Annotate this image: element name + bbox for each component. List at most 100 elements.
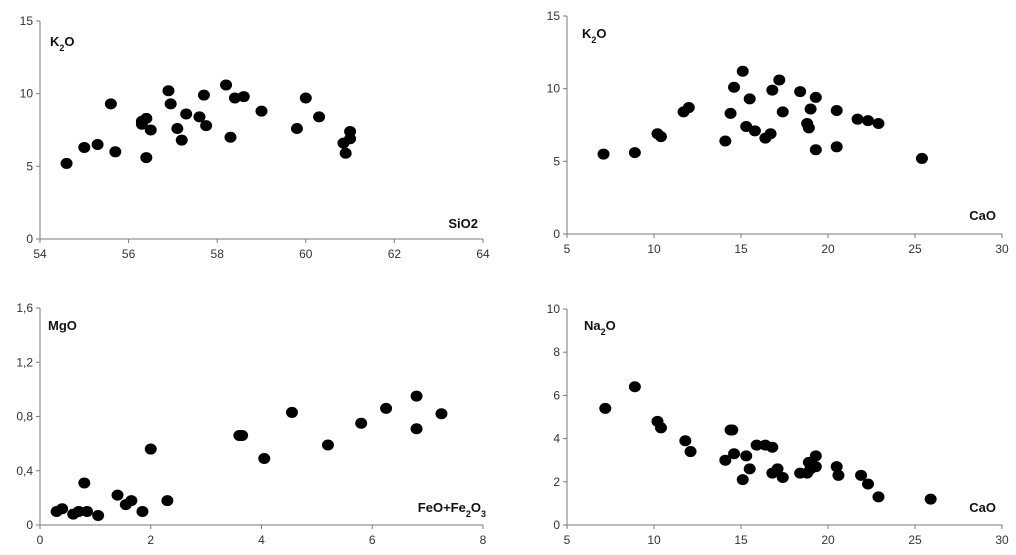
data-point — [81, 505, 94, 517]
data-point — [162, 85, 175, 97]
data-point — [220, 79, 233, 91]
y-tick-label: 5 — [26, 159, 33, 173]
x-axis-label: SiO2 — [448, 216, 478, 231]
data-point — [164, 98, 177, 110]
data-point — [726, 424, 739, 436]
data-point — [144, 443, 157, 455]
data-point — [750, 439, 763, 451]
x-tick-label: 58 — [211, 247, 225, 261]
y-tick-label: 10 — [547, 82, 561, 96]
data-point — [410, 390, 423, 402]
data-point — [915, 152, 928, 164]
data-point — [830, 104, 843, 116]
data-point — [740, 450, 753, 462]
x-tick-label: 54 — [33, 247, 47, 261]
x-tick-label: 5 — [564, 533, 571, 547]
data-point — [78, 477, 91, 489]
data-point — [924, 493, 937, 505]
data-point — [258, 453, 271, 465]
x-tick-label: 4 — [258, 533, 265, 547]
data-point — [109, 146, 122, 158]
y-tick-label: 0 — [26, 232, 33, 246]
x-axis-label: CaO — [969, 208, 996, 223]
data-point — [344, 133, 357, 145]
x-tick-label: 10 — [647, 242, 661, 256]
data-point — [684, 446, 697, 458]
x-tick-label: 30 — [995, 533, 1009, 547]
data-point — [736, 65, 749, 77]
data-point — [200, 120, 213, 132]
data-point — [719, 454, 732, 466]
data-point — [748, 125, 761, 137]
y-tick-label: 0,4 — [16, 464, 33, 478]
data-point — [91, 139, 104, 151]
x-axis-label: CaO — [969, 500, 996, 515]
x-tick-label: 30 — [995, 242, 1009, 256]
data-point — [92, 510, 105, 522]
data-point — [809, 144, 822, 156]
data-point — [125, 495, 138, 507]
y-tick-label: 1,6 — [16, 301, 33, 315]
data-point — [654, 131, 667, 143]
data-point — [140, 152, 153, 164]
data-point — [285, 406, 298, 418]
data-point — [832, 469, 845, 481]
y-tick-label: 1,2 — [16, 355, 33, 369]
x-tick-label: 62 — [388, 247, 402, 261]
y-axis-label: Na2O — [584, 318, 616, 337]
data-point — [872, 491, 885, 503]
x-tick-label: 8 — [480, 533, 487, 547]
y-axis-label: K2O — [582, 26, 607, 45]
y-tick-label: 0,8 — [16, 410, 33, 424]
data-point — [104, 98, 117, 110]
data-point — [736, 474, 749, 486]
y-tick-label: 4 — [553, 432, 560, 446]
data-point — [72, 505, 85, 517]
data-point — [809, 91, 822, 103]
x-tick-label: 60 — [299, 247, 313, 261]
data-point — [851, 113, 864, 125]
x-tick-label: 0 — [37, 533, 44, 547]
y-axis-label: K2O — [50, 34, 75, 53]
y-tick-label: 15 — [547, 9, 561, 23]
data-point — [224, 131, 237, 143]
data-point — [299, 92, 312, 104]
data-point — [682, 102, 695, 114]
data-point — [628, 147, 641, 159]
x-tick-label: 56 — [122, 247, 136, 261]
data-point — [255, 105, 268, 117]
x-tick-label: 15 — [734, 533, 748, 547]
data-point — [654, 422, 667, 434]
data-point — [180, 108, 193, 120]
y-tick-label: 0 — [553, 227, 560, 241]
y-tick-label: 2 — [553, 475, 560, 489]
data-point — [355, 417, 368, 429]
x-tick-label: 20 — [821, 242, 835, 256]
data-point — [171, 123, 184, 135]
data-point — [313, 111, 326, 123]
data-point — [111, 489, 124, 501]
data-point — [804, 103, 817, 115]
data-point — [321, 439, 334, 451]
data-point — [862, 115, 875, 127]
data-point — [776, 471, 789, 483]
data-point — [228, 92, 241, 104]
data-point — [855, 469, 868, 481]
data-point — [743, 93, 756, 105]
data-point — [862, 478, 875, 490]
data-point — [380, 402, 393, 414]
data-point — [175, 134, 188, 146]
data-point — [597, 148, 610, 160]
data-point — [764, 128, 777, 140]
data-point — [161, 495, 174, 507]
data-point — [743, 463, 756, 475]
data-point — [771, 463, 784, 475]
data-point — [435, 408, 448, 420]
y-tick-label: 10 — [20, 87, 34, 101]
data-point — [193, 111, 206, 123]
data-point — [236, 429, 249, 441]
data-point — [60, 157, 73, 169]
x-tick-label: 10 — [647, 533, 661, 547]
data-point — [78, 141, 91, 153]
